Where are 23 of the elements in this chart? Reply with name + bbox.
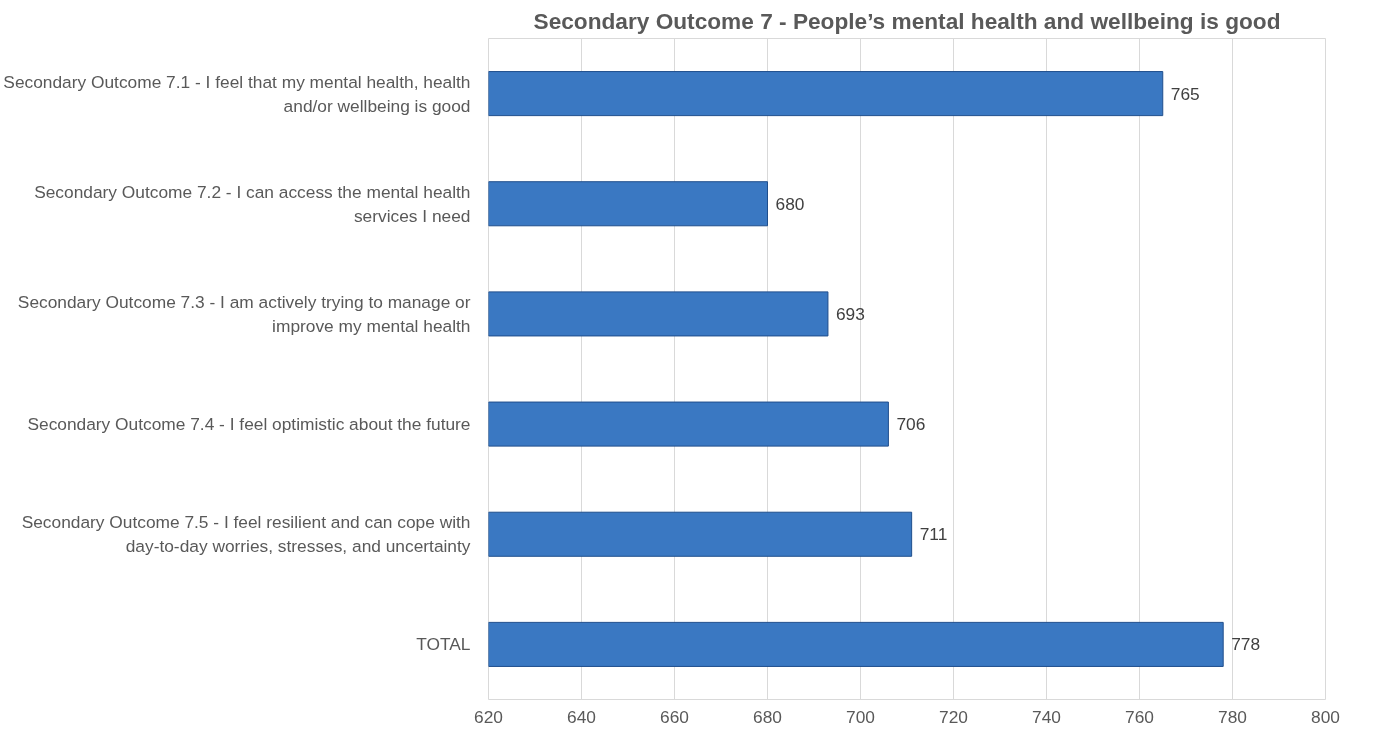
data-label: 765 xyxy=(1170,83,1200,104)
x-tick-label: 700 xyxy=(846,706,875,727)
data-label: 711 xyxy=(919,524,948,545)
data-label: 680 xyxy=(775,193,805,214)
x-tick-label: 720 xyxy=(939,706,968,727)
chart-title: Secondary Outcome 7 - People’s mental health and wellbeing is good xyxy=(533,7,1281,34)
x-tick-label: 740 xyxy=(1032,706,1061,727)
x-tick-label: 780 xyxy=(1218,706,1247,727)
data-label: 706 xyxy=(896,414,926,435)
x-tick-label: 760 xyxy=(1125,706,1154,727)
y-tick-label: Secondary Outcome 7.4 - I feel optimistic about the future xyxy=(27,414,471,435)
y-tick-label: Secondary Outcome 7.2 - I can access the mental health services I need xyxy=(34,181,471,226)
y-tick-label: Secondary Outcome 7.5 - I feel resilient and can cope with day-to-day worries, stresses, and uncertainty xyxy=(21,512,471,557)
x-tick-label: 620 xyxy=(474,706,503,727)
data-label: 693 xyxy=(835,303,865,324)
y-tick-label: TOTAL xyxy=(416,634,471,655)
x-tick-label: 800 xyxy=(1311,706,1340,727)
y-tick-label: Secondary Outcome 7.1 - I feel that my mental health, health and/or wellbeing is good xyxy=(3,71,471,116)
y-tick-label: Secondary Outcome 7.3 - I am actively trying to manage or improve my mental health xyxy=(17,291,471,336)
data-label: 778 xyxy=(1231,634,1261,655)
x-tick-label: 680 xyxy=(753,706,782,727)
x-tick-label: 640 xyxy=(567,706,596,727)
x-tick-label: 660 xyxy=(660,706,689,727)
